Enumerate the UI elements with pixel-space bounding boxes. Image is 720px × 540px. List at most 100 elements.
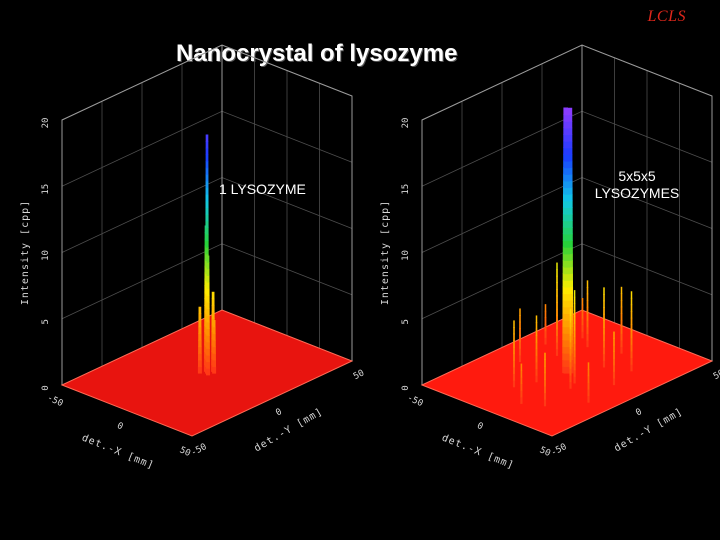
surface-peak-segment: [567, 200, 573, 208]
surface-peak-segment: [563, 313, 571, 321]
surface-peak-segment: [535, 375, 538, 383]
surface-peak-segment: [630, 337, 633, 345]
surface-peak-segment: [620, 306, 623, 314]
surface-peak-segment: [544, 317, 547, 325]
z-tick-label: 10: [41, 250, 51, 261]
surface-peak-segment: [569, 315, 572, 323]
surface-peak-segment: [603, 293, 605, 302]
surface-peak-segment: [567, 160, 573, 168]
surface-peak-segment: [544, 304, 547, 312]
surface-peak-segment: [535, 335, 538, 343]
surface-peak-segment: [564, 114, 570, 122]
surface-peak-segment: [581, 311, 584, 319]
surface-peak-segment: [567, 174, 573, 182]
surface-peak-segment: [569, 381, 572, 389]
z-tick-label: 5: [41, 319, 51, 324]
surface-peak-segment: [569, 341, 572, 349]
surface-peak-segment: [206, 341, 210, 349]
surface-peak-segment: [197, 359, 202, 367]
z-tick-label: 0: [401, 385, 411, 390]
surface-peak-segment: [564, 108, 570, 116]
surface-peak-segment: [620, 293, 623, 301]
surface-peak-segment: [613, 351, 615, 359]
surface-plot-single: 0 5 10 15 20 Intensity [cpp] -50 0 50 det.-X [mm]…: [20, 44, 366, 472]
y-tick-label: -50: [190, 442, 209, 458]
surface-peak-segment: [567, 233, 573, 241]
surface-peak-segment: [519, 328, 521, 336]
surface-peak-segment: [586, 333, 589, 341]
surface-peak-segment: [205, 240, 209, 248]
surface-peak-segment: [630, 344, 633, 352]
surface-peak-segment: [518, 341, 522, 349]
x-tick-label: 50: [538, 445, 552, 459]
y-axis-label: det.-Y [mm]: [253, 406, 325, 454]
surface-peak-segment: [556, 302, 558, 310]
surface-peak-segment: [564, 220, 570, 228]
surface-peak-segment: [206, 288, 210, 296]
surface-peak-segment: [205, 180, 209, 189]
surface-peak-segment: [569, 308, 572, 316]
surface-peak-segment: [198, 346, 202, 354]
chart-panel-single: 0 5 10 15 20 Intensity [cpp] -50 0 50 det.-X [mm]…: [4, 44, 366, 480]
surface-peak-segment: [556, 315, 558, 323]
y-tick-label: 0: [634, 407, 643, 418]
surface-peak-segment: [567, 121, 573, 129]
surface-peak-segment: [544, 337, 547, 345]
surface-peak-segment: [603, 300, 605, 308]
surface-peak-segment: [198, 333, 202, 341]
surface-peak-segment: [567, 167, 573, 175]
x-axis-label: det.-X [mm]: [80, 433, 156, 472]
surface-peak-segment: [573, 329, 576, 338]
surface-peak-segment: [211, 311, 215, 319]
surface-peak-segment: [212, 339, 216, 348]
surface-peak-segment: [563, 273, 571, 281]
surface-peak-segment: [535, 355, 538, 363]
surface-peak-segment: [205, 154, 209, 162]
surface-peak-segment: [587, 388, 590, 397]
surface-peak-segment: [535, 341, 538, 350]
surface-peak-segment: [581, 317, 584, 326]
surface-peak-segment: [620, 326, 623, 334]
surface-peak-segment: [564, 141, 570, 149]
surface-peak-segment: [205, 134, 209, 142]
surface-peak-segment: [535, 368, 538, 376]
surface-peak-segment: [567, 140, 573, 149]
surface-peak-segment: [563, 267, 571, 275]
surface-peak-segment: [212, 359, 217, 368]
surface-peak-segment: [613, 338, 615, 346]
surface-peak-segment: [567, 114, 573, 122]
surface-peak-segment: [555, 348, 559, 356]
surface-peak-segment: [586, 326, 589, 334]
surface-peak-segment: [620, 319, 623, 328]
surface-peak-segment: [556, 308, 558, 317]
surface-peak-segment: [567, 213, 573, 221]
surface-peak-segment: [630, 297, 633, 306]
surface-peak-segment: [564, 180, 570, 189]
surface-peak-segment: [513, 333, 515, 341]
surface-peak-segment: [512, 373, 516, 381]
surface-peak-segment: [564, 194, 570, 202]
surface-peak-segment: [206, 268, 210, 276]
surface-peak-segment: [198, 339, 202, 348]
surface-peak-segment: [567, 107, 573, 115]
surface-peak-segment: [205, 187, 209, 195]
surface-peak-segment: [205, 233, 209, 242]
surface-peak-segment: [212, 346, 216, 354]
surface-peak-segment: [520, 370, 523, 378]
z-tick-label: 5: [401, 319, 411, 324]
surface-peak-segment: [602, 360, 606, 368]
surface-peak-segment: [602, 340, 606, 348]
surface-peak-segment: [518, 348, 522, 356]
annotation-label: LYSOZYMES: [595, 185, 680, 201]
surface-peak-segment: [564, 247, 570, 255]
surface-peak-segment: [603, 307, 605, 315]
surface-peak-segment: [198, 313, 202, 321]
surface-peak-segment: [544, 359, 546, 367]
y-tick-label: 0: [274, 407, 283, 418]
surface-peak-segment: [620, 300, 623, 308]
surface-peak-segment: [569, 348, 572, 356]
surface-peak-segment: [630, 317, 633, 325]
surface-peak-segment: [586, 280, 589, 288]
surface-peak-segment: [603, 327, 605, 335]
surface-peak-segment: [205, 247, 209, 255]
